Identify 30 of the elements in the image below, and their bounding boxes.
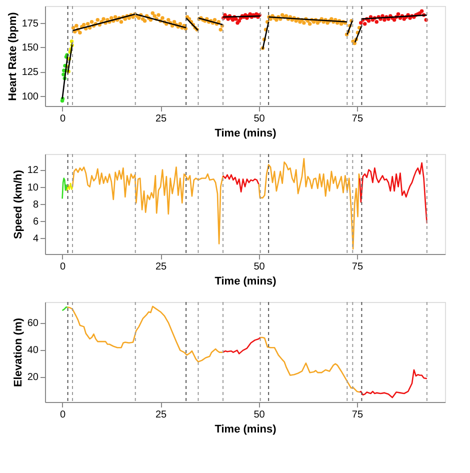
x-tick-label: 0 xyxy=(60,410,66,420)
x-tick-label: 0 xyxy=(60,114,66,124)
y-tick-label: 20 xyxy=(27,372,39,384)
x-tick-label: 25 xyxy=(155,410,168,420)
y-axis-title: Heart Rate (bpm) xyxy=(6,12,19,101)
y-tick-label: 175 xyxy=(22,18,39,30)
x-axis-title: Time (mins) xyxy=(214,276,277,288)
y-tick-label: 40 xyxy=(27,345,39,356)
y-tick-label: 10 xyxy=(27,182,39,194)
y-tick-label: 150 xyxy=(22,42,39,54)
y-tick-label: 6 xyxy=(32,216,39,228)
x-tick-label: 50 xyxy=(254,114,266,124)
x-tick-label: 25 xyxy=(155,114,168,124)
y-axis-title: Speed (km/h) xyxy=(12,170,24,240)
y-axis-title: Elevation (m) xyxy=(12,318,24,388)
x-tick-label: 75 xyxy=(352,114,364,124)
y-tick-label: 125 xyxy=(22,67,39,78)
x-tick-label: 75 xyxy=(352,262,364,272)
x-tick-label: 50 xyxy=(254,262,266,272)
y-tick-label: 4 xyxy=(32,233,39,244)
x-tick-label: 0 xyxy=(60,262,66,272)
x-axis-title: Time (mins) xyxy=(214,128,277,140)
y-tick-label: 100 xyxy=(22,91,39,102)
x-axis-title: Time (mins) xyxy=(214,424,277,436)
y-tick-label: 8 xyxy=(32,199,39,210)
x-tick-label: 75 xyxy=(352,410,364,420)
y-tick-label: 60 xyxy=(27,318,39,330)
x-tick-label: 25 xyxy=(155,262,168,272)
x-tick-label: 50 xyxy=(254,410,266,420)
y-tick-label: 12 xyxy=(27,165,39,176)
